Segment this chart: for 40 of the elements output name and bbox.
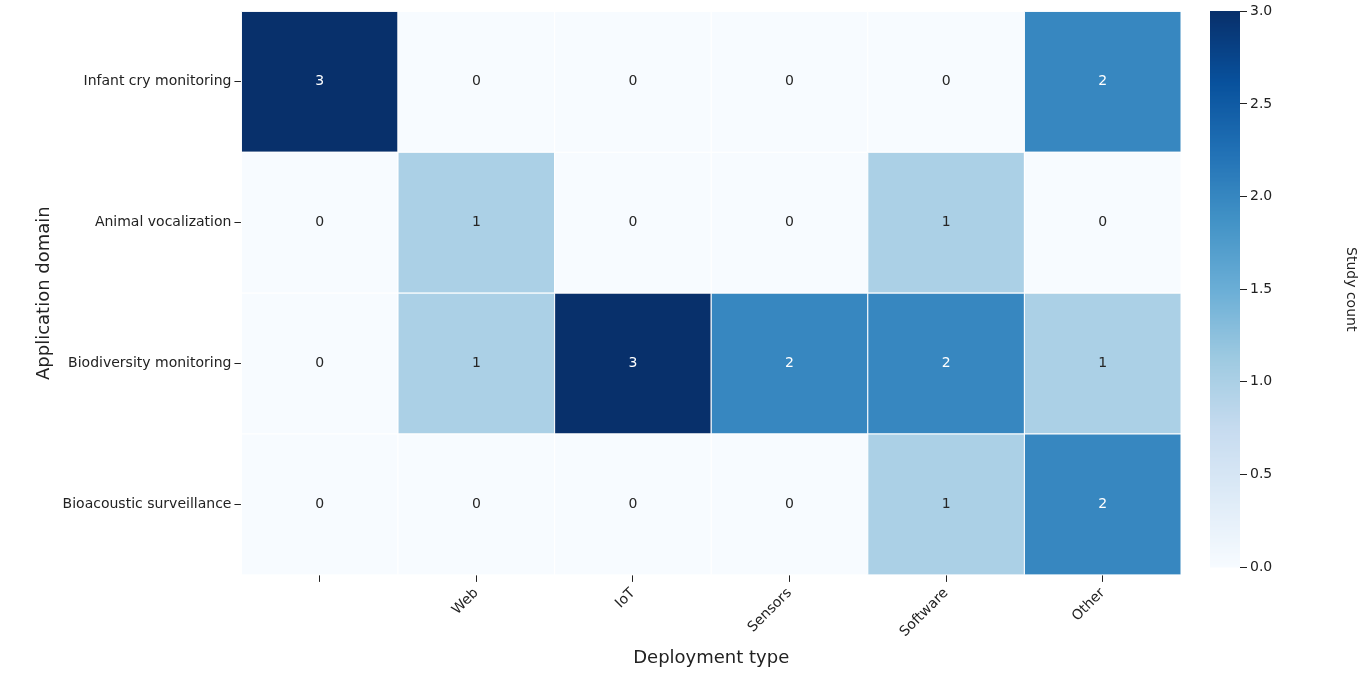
data-label: 1 (1098, 354, 1108, 371)
y-tick-label: Animal vocalization (94, 213, 232, 230)
data-label: 0 (941, 72, 951, 89)
data-label: 0 (785, 72, 794, 89)
data-label: 0 (785, 495, 794, 512)
data-label: 3 (628, 354, 638, 371)
x-axis-title: Deployment type (633, 645, 790, 667)
data-label: 0 (315, 495, 325, 512)
data-label: 0 (315, 354, 325, 371)
data-label: 1 (941, 213, 951, 230)
data-label: 2 (1098, 72, 1108, 89)
color-bar-label: 0.5 (1250, 465, 1273, 482)
y-tick-label: Bioacoustic surveillance (62, 495, 232, 512)
x-tick-label: Web (448, 584, 482, 618)
color-bar-label: 0.0 (1250, 557, 1273, 574)
data-label: 2 (1098, 495, 1108, 512)
y-tick-label: Infant cry monitoring (83, 72, 232, 89)
x-tick-label: IoT (611, 583, 638, 611)
color-bar-label: 1.5 (1250, 279, 1273, 296)
data-label: 0 (785, 213, 794, 230)
color-bar-label: 2.0 (1250, 187, 1273, 204)
data-label: 0 (628, 213, 638, 230)
color-bar-title: Study count (1343, 247, 1360, 332)
y-axis-title: Application domain (32, 206, 54, 380)
data-label: 3 (315, 72, 325, 89)
color-bar-label: 2.5 (1250, 94, 1273, 111)
data-label: 0 (315, 213, 325, 230)
data-label: 1 (471, 213, 481, 230)
data-label: 2 (785, 354, 794, 371)
data-label: 0 (471, 72, 481, 89)
color-bar-label: 1.0 (1250, 372, 1273, 389)
color-bar-label: 3.0 (1250, 2, 1273, 19)
y-tick-label: Biodiversity monitoring (68, 354, 232, 371)
data-label: 1 (941, 495, 951, 512)
data-label: 0 (1098, 213, 1108, 230)
data-label: 0 (628, 72, 638, 89)
data-label: 2 (941, 354, 951, 371)
data-label: 0 (471, 495, 481, 512)
data-label: 1 (471, 354, 481, 371)
data-label: 0 (628, 495, 638, 512)
